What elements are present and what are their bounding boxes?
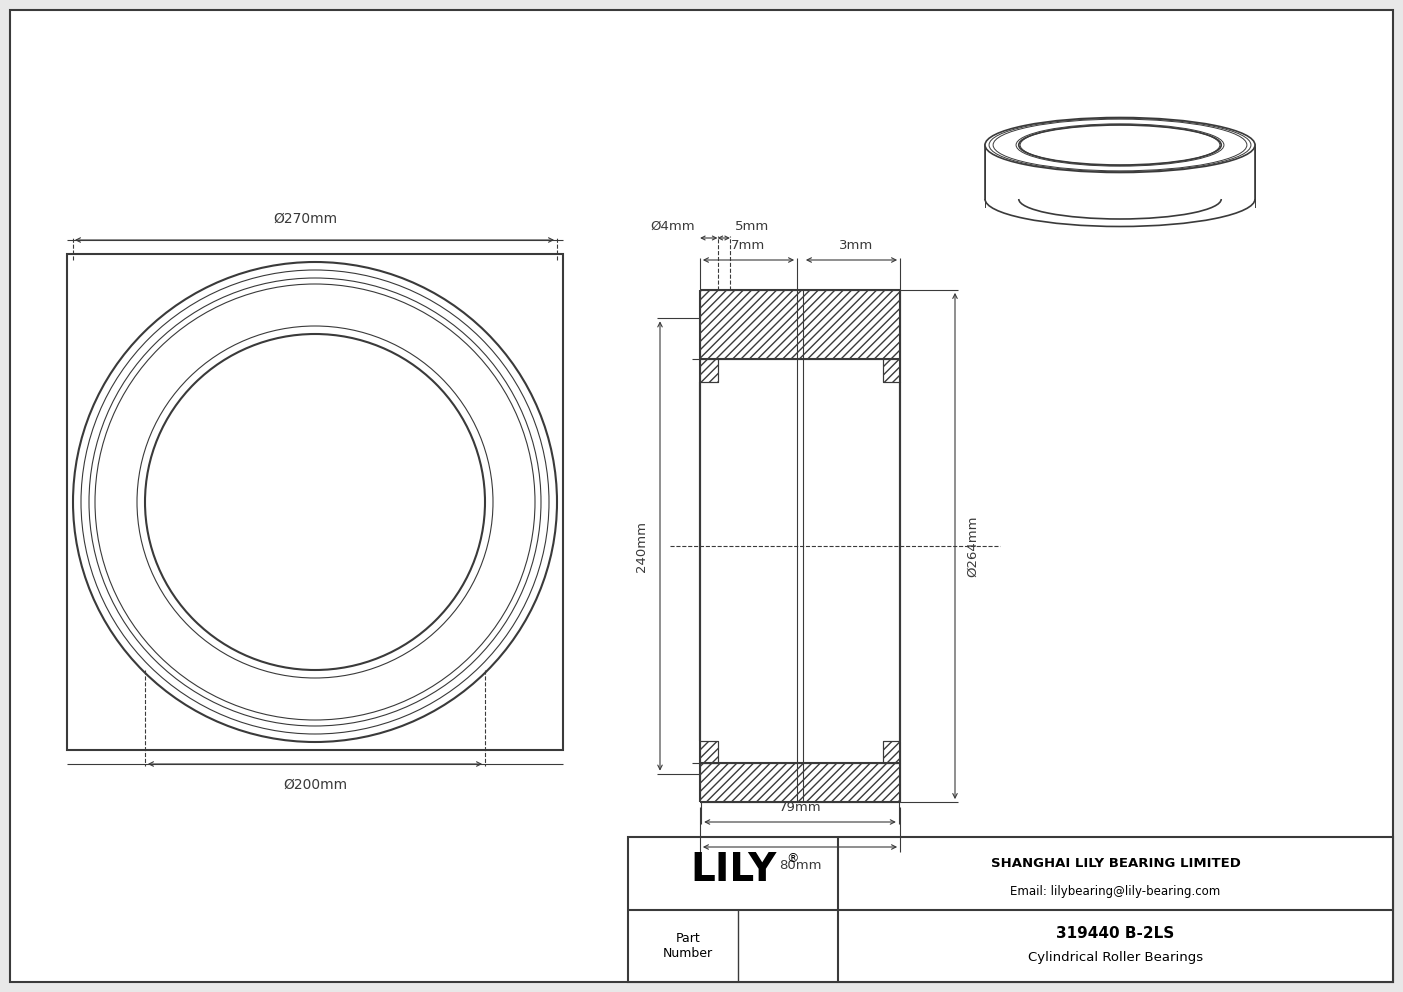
Bar	[700, 763, 899, 802]
Bar	[882, 741, 899, 763]
Bar	[67, 254, 563, 750]
Text: 7mm: 7mm	[731, 239, 766, 252]
Text: Ø200mm: Ø200mm	[283, 778, 347, 792]
Text: SHANGHAI LILY BEARING LIMITED: SHANGHAI LILY BEARING LIMITED	[991, 857, 1240, 870]
Text: Cylindrical Roller Bearings: Cylindrical Roller Bearings	[1028, 951, 1202, 964]
Bar	[882, 359, 899, 382]
Text: Ø4mm: Ø4mm	[651, 220, 694, 233]
Text: 5mm: 5mm	[735, 220, 769, 233]
Ellipse shape	[1019, 125, 1221, 165]
Text: 80mm: 80mm	[779, 859, 821, 872]
Bar	[629, 837, 1393, 982]
Ellipse shape	[985, 117, 1256, 173]
Text: Ø270mm: Ø270mm	[274, 212, 337, 226]
Bar	[700, 290, 899, 359]
Text: 79mm: 79mm	[779, 801, 821, 814]
Text: 240mm: 240mm	[636, 521, 648, 571]
Text: Email: lilybearing@lily-bearing.com: Email: lilybearing@lily-bearing.com	[1010, 886, 1221, 899]
Bar	[700, 359, 717, 382]
Text: 3mm: 3mm	[839, 239, 874, 252]
Text: Part
Number: Part Number	[664, 932, 713, 960]
Text: ®: ®	[787, 852, 800, 865]
Text: Ø264mm: Ø264mm	[967, 515, 979, 576]
Text: 319440 B-2LS: 319440 B-2LS	[1056, 927, 1174, 941]
Bar	[700, 741, 717, 763]
Text: LILY: LILY	[690, 851, 776, 890]
